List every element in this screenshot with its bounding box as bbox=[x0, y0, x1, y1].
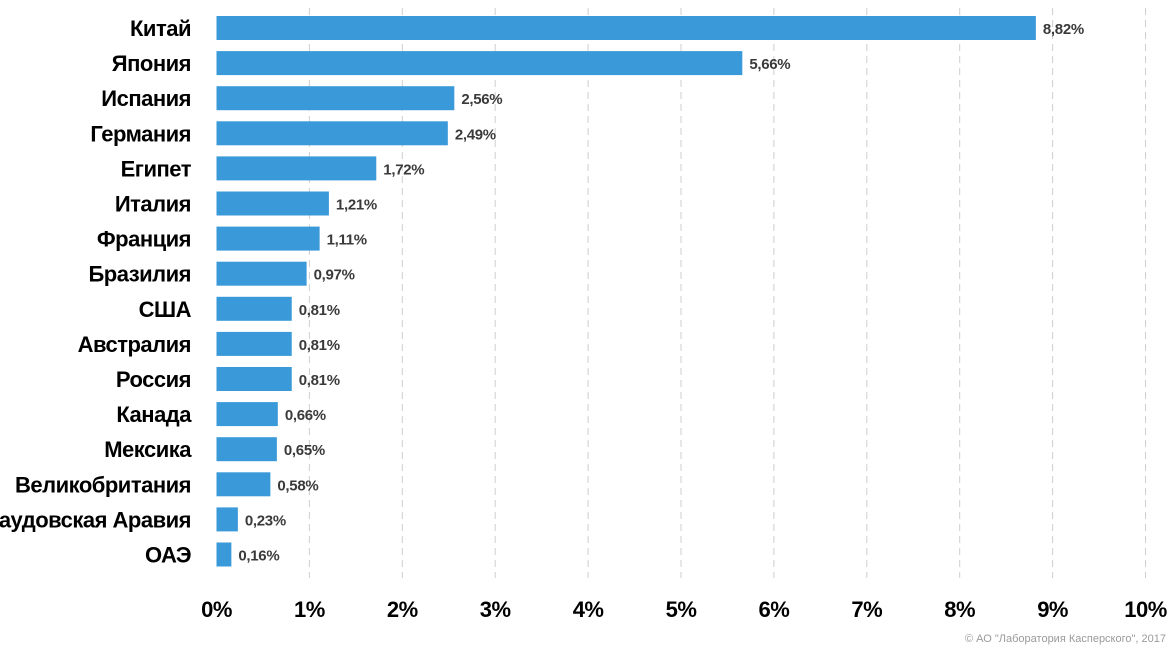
value-label: 0,16% bbox=[238, 548, 279, 565]
category-label: Китай bbox=[130, 16, 191, 41]
category-label: США bbox=[139, 297, 192, 322]
value-label: 2,49% bbox=[455, 126, 496, 143]
x-axis-tick-labels: 0% 1% 2% 3% 4% 5% 6% 7% 8% 9% 10% bbox=[201, 597, 1167, 622]
category-label: Испания bbox=[101, 86, 191, 111]
x-tick-label: 3% bbox=[480, 597, 511, 622]
bar bbox=[216, 542, 232, 567]
bars bbox=[216, 16, 1036, 567]
bar bbox=[216, 472, 271, 497]
bar bbox=[216, 367, 292, 391]
value-label: 1,21% bbox=[336, 197, 377, 214]
x-tick-label: 5% bbox=[666, 597, 697, 622]
value-label: 8,82% bbox=[1043, 21, 1084, 38]
category-labels: Китай Япония Испания Германия Египет Италия Фр… bbox=[0, 16, 193, 568]
category-label: Великобритания bbox=[15, 472, 191, 497]
bar bbox=[216, 86, 455, 111]
x-tick-label: 7% bbox=[851, 597, 882, 622]
bar bbox=[216, 51, 743, 76]
value-labels: 8,82% 5,66% 2,56% 2,49% 1,72% 1,21% 1,11% 0,97%… bbox=[238, 21, 1084, 565]
category-label: Австралия bbox=[78, 332, 191, 357]
x-tick-label: 6% bbox=[759, 597, 790, 622]
category-label: Италия bbox=[115, 192, 191, 217]
copyright-notice: © АО "Лаборатория Касперского", 2017 bbox=[965, 633, 1166, 645]
value-label: 5,66% bbox=[749, 56, 790, 73]
bar bbox=[216, 331, 292, 356]
value-label: 0,58% bbox=[277, 477, 318, 494]
category-label: Мексика bbox=[104, 437, 192, 462]
category-label: Франция bbox=[97, 227, 191, 252]
bar bbox=[216, 402, 278, 427]
value-label: 2,56% bbox=[461, 91, 502, 108]
x-tick-label: 0% bbox=[201, 597, 232, 622]
category-label: ОАЭ bbox=[145, 543, 191, 568]
bar bbox=[216, 16, 1036, 40]
value-label: 0,66% bbox=[285, 407, 326, 424]
bar bbox=[216, 261, 307, 286]
x-tick-label: 10% bbox=[1124, 597, 1167, 622]
bar bbox=[216, 296, 292, 321]
value-label: 0,97% bbox=[314, 267, 355, 284]
value-label: 0,65% bbox=[284, 442, 325, 459]
bar bbox=[216, 191, 329, 216]
x-tick-label: 8% bbox=[944, 597, 975, 622]
bar bbox=[216, 121, 448, 146]
value-label: 1,72% bbox=[383, 161, 424, 178]
category-label: Египет bbox=[121, 156, 192, 181]
value-label: 0,81% bbox=[299, 302, 340, 319]
category-label: Саудовская Аравия bbox=[0, 507, 191, 532]
value-label: 0,81% bbox=[299, 337, 340, 354]
category-label: Бразилия bbox=[88, 262, 191, 287]
category-label: Япония bbox=[112, 51, 191, 76]
value-label: 0,23% bbox=[245, 512, 286, 529]
category-label: Германия bbox=[90, 121, 191, 146]
value-label: 0,81% bbox=[299, 372, 340, 389]
bar bbox=[216, 507, 238, 532]
value-label: 1,11% bbox=[327, 232, 367, 249]
gridlines bbox=[308, 8, 1146, 578]
bar bbox=[216, 226, 320, 251]
category-label: Россия bbox=[116, 367, 191, 392]
category-label: Канада bbox=[116, 402, 192, 427]
bar bbox=[216, 437, 277, 462]
x-tick-label: 9% bbox=[1037, 597, 1068, 622]
bar bbox=[216, 156, 377, 181]
x-tick-label: 1% bbox=[294, 597, 325, 622]
x-tick-label: 2% bbox=[387, 597, 418, 622]
x-tick-label: 4% bbox=[573, 597, 604, 622]
